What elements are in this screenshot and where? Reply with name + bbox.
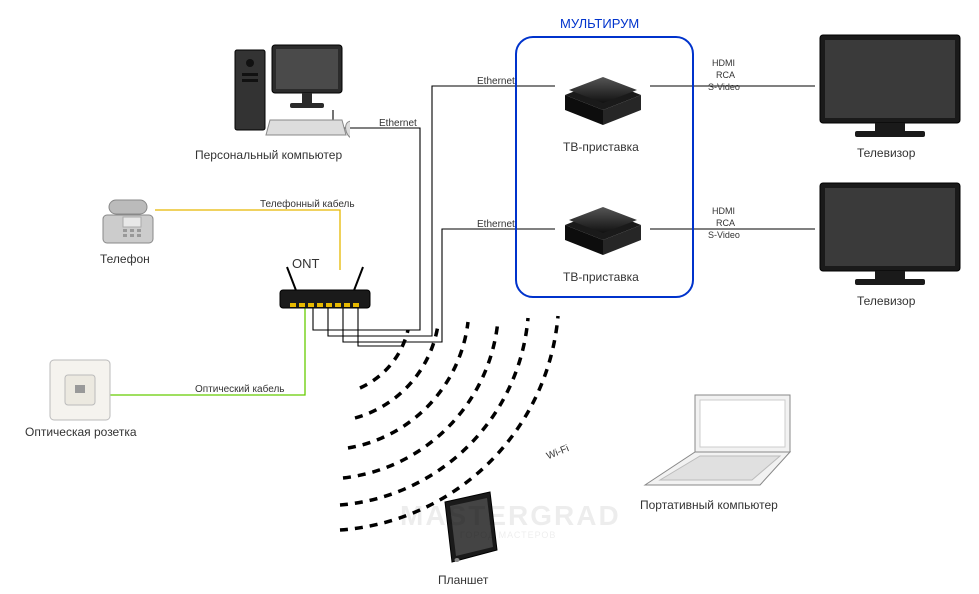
laptop-label: Портативный компьютер	[640, 498, 778, 512]
eth-stb2-label: Ethernet	[477, 219, 515, 230]
phone-label: Телефон	[100, 252, 150, 266]
eth-stb1-label: Ethernet	[477, 76, 515, 87]
tv1-icon	[815, 30, 965, 145]
pc-label: Персональный компьютер	[195, 148, 342, 162]
ont-icon	[265, 265, 385, 315]
av1-hdmi: HDMI	[712, 58, 735, 68]
av1-svideo: S-Video	[708, 82, 740, 92]
av1-rca: RCA	[716, 70, 735, 80]
optical-outlet-label: Оптическая розетка	[25, 425, 137, 439]
tv2-label: Телевизор	[857, 294, 915, 308]
phone-cable-label: Телефонный кабель	[260, 199, 355, 210]
watermark-main: MASTERGRAD	[400, 500, 621, 532]
optic-cable-label: Оптический кабель	[195, 384, 285, 395]
tv1-label: Телевизор	[857, 146, 915, 160]
multiroom-title: МУЛЬТИРУМ	[560, 16, 639, 31]
stb1-label: ТВ-приставка	[563, 140, 639, 154]
watermark-sub: ГОРОД МАСТЕРОВ	[460, 530, 556, 540]
wire-optical	[110, 306, 305, 395]
tv2-icon	[815, 178, 965, 293]
optical-outlet-icon	[45, 355, 115, 425]
eth-pc-label: Ethernet	[379, 118, 417, 129]
av2-hdmi: HDMI	[712, 206, 735, 216]
av2-rca: RCA	[716, 218, 735, 228]
phone-icon	[95, 195, 165, 250]
av2-svideo: S-Video	[708, 230, 740, 240]
pc-icon	[230, 35, 350, 145]
stb2-icon	[555, 185, 650, 260]
laptop-icon	[640, 390, 800, 500]
tablet-label: Планшет	[438, 573, 488, 587]
stb2-label: ТВ-приставка	[563, 270, 639, 284]
wifi-label: Wi-Fi	[545, 443, 571, 462]
stb1-icon	[555, 55, 650, 130]
